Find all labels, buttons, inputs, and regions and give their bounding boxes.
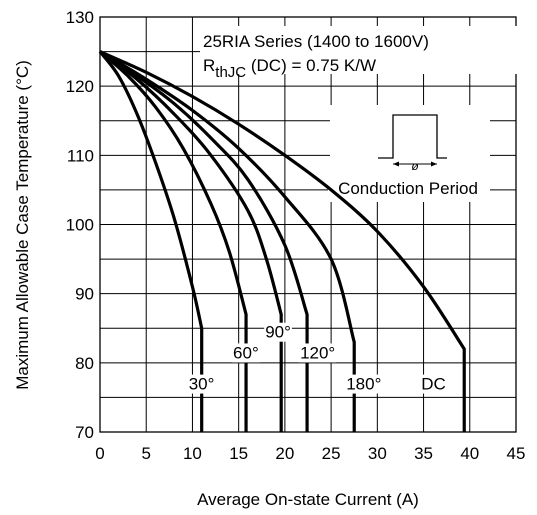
x-tick-label: 15 [229, 444, 248, 463]
rth-symbol: R [203, 56, 215, 75]
curve-series [99, 50, 466, 432]
curve-label: 60° [233, 343, 259, 362]
axes: 0 5 10 15 20 25 30 35 40 45 70 80 90 100 110 120 130 [66, 8, 526, 463]
x-tick-label: 45 [507, 444, 526, 463]
series-annotation: 25RIA Series (1400 to 1600V) RthJC (DC) … [200, 26, 524, 81]
curves [98, 50, 466, 432]
curve-label: 180° [346, 375, 381, 394]
series-title: 25RIA Series (1400 to 1600V) [203, 32, 429, 51]
conduction-period-label: Conduction Period [338, 179, 478, 198]
thermal-resistance-text: RthJC (DC) = 0.75 K/W [203, 56, 376, 81]
x-tick-label: 20 [275, 444, 294, 463]
x-tick-label: 10 [183, 444, 202, 463]
curve-series [98, 50, 204, 432]
curve-label-background [420, 374, 447, 394]
curve-label-background [232, 343, 260, 363]
curve-label-background [299, 343, 337, 363]
conduction-period-diagram: ø Conduction Period [328, 105, 490, 202]
curve-series [99, 50, 309, 432]
phi-symbol: ø [411, 159, 419, 173]
y-tick-label: 90 [75, 285, 94, 304]
curve-label: 30° [189, 375, 215, 394]
x-tick-label: 30 [368, 444, 387, 463]
y-tick-label: 110 [67, 146, 94, 165]
curve-series [99, 50, 283, 432]
x-tick-label: 0 [95, 444, 104, 463]
y-tick-label: 100 [66, 216, 94, 235]
x-axis-label: Average On-state Current (A) [197, 490, 419, 509]
curve-label: 120° [300, 343, 335, 362]
arrow-right-icon [431, 161, 437, 167]
curve-label-background [345, 374, 383, 394]
rth-subscript: thJC [215, 64, 246, 81]
y-tick-label: 120 [66, 77, 94, 96]
arrow-left-icon [393, 161, 399, 167]
x-tick-label: 25 [322, 444, 341, 463]
y-tick-label: 70 [75, 423, 94, 442]
rth-value: (DC) = 0.75 K/W [246, 56, 376, 75]
y-tick-label: 130 [66, 8, 94, 27]
curve-series [99, 50, 356, 432]
x-tick-label: 40 [460, 444, 479, 463]
curve-label: 90° [265, 323, 291, 342]
curve-label-background [187, 374, 216, 394]
curve-label-background [264, 322, 292, 342]
y-axis-label: Maximum Allowable Case Temperature (°C) [13, 60, 32, 390]
curve-labels: 30° 60° 90° 120° 180° DC [187, 322, 447, 394]
y-tick-label: 80 [75, 354, 94, 373]
conduction-waveform [378, 114, 447, 159]
x-tick-label: 35 [414, 444, 433, 463]
curve-series [98, 50, 248, 432]
curve-label: DC [421, 375, 446, 394]
x-tick-label: 5 [141, 444, 150, 463]
